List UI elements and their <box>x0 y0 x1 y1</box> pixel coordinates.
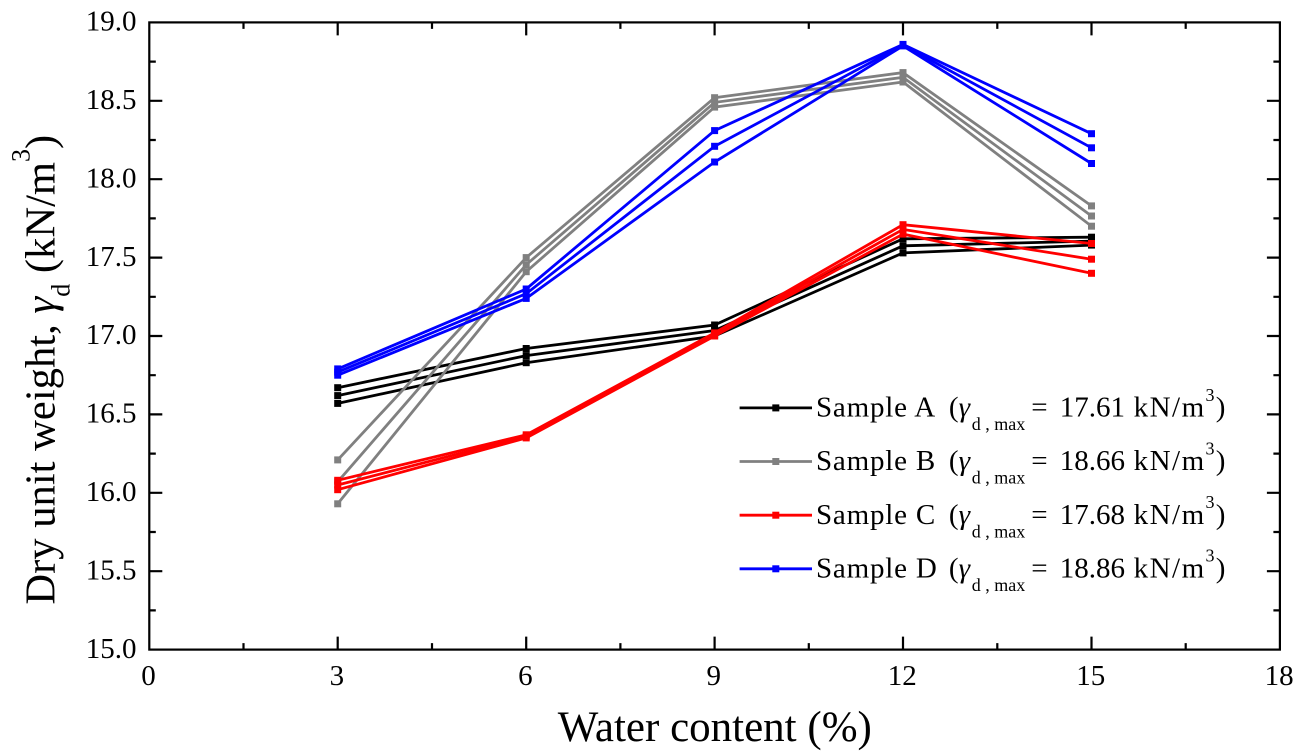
svg-text:18.5: 18.5 <box>86 84 137 116</box>
svg-text:18.0: 18.0 <box>86 162 137 194</box>
svg-text:Water content (%): Water content (%) <box>558 704 872 751</box>
svg-text:12: 12 <box>888 660 917 692</box>
svg-text:6: 6 <box>518 660 533 692</box>
svg-text:9: 9 <box>707 660 722 692</box>
svg-text:17.5: 17.5 <box>86 241 137 273</box>
svg-text:Dry unit weight, γd (kN/m3): Dry unit weight, γd (kN/m3) <box>6 135 75 605</box>
svg-text:3: 3 <box>330 660 345 692</box>
svg-text:19.0: 19.0 <box>86 6 137 38</box>
svg-text:16.0: 16.0 <box>86 476 137 508</box>
svg-text:16.5: 16.5 <box>86 398 137 430</box>
svg-text:15.5: 15.5 <box>86 554 137 586</box>
svg-text:15: 15 <box>1076 660 1105 692</box>
svg-text:15.0: 15.0 <box>86 633 137 665</box>
svg-text:18: 18 <box>1265 660 1294 692</box>
svg-text:0: 0 <box>141 660 156 692</box>
svg-text:17.0: 17.0 <box>86 319 137 351</box>
